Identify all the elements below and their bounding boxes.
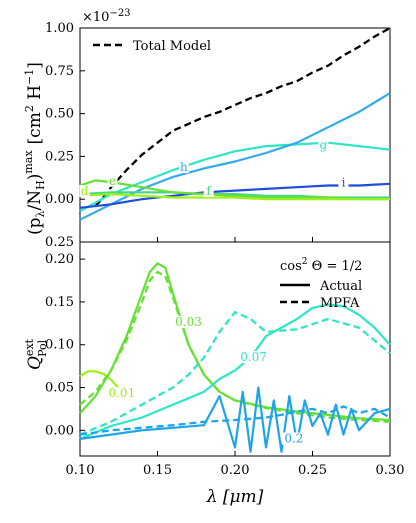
x-tick-label: 0.15 bbox=[143, 463, 172, 478]
bottom-series-0-2 bbox=[79, 386, 391, 453]
curve-label-f: f bbox=[206, 184, 212, 198]
curve-label-i: i bbox=[342, 176, 346, 190]
bottom-y-tick-label: 0.15 bbox=[45, 295, 74, 310]
legend-label-actual: Actual bbox=[319, 279, 362, 294]
top-series-i bbox=[79, 182, 391, 209]
curve-label-bg bbox=[79, 185, 90, 198]
cos-theta-annotation: cos2 Θ = 1/2 bbox=[280, 257, 362, 274]
curve-label-g: g bbox=[320, 138, 328, 152]
curve-label-bg bbox=[178, 161, 189, 174]
x-tick-label: 0.30 bbox=[376, 463, 405, 478]
bottom-y-tick-label: 0.10 bbox=[45, 338, 74, 353]
bottom-y-tick-label: 0.05 bbox=[45, 381, 74, 396]
curve-label-bg bbox=[109, 387, 134, 400]
top-panel-frame bbox=[79, 27, 391, 243]
x-axis-label: λ [μm] bbox=[206, 487, 264, 507]
curve-label-bg bbox=[338, 176, 349, 189]
curve-label-bg bbox=[281, 432, 306, 445]
x-tick-label: 0.10 bbox=[66, 463, 95, 478]
top-y-tick-label: 0.00 bbox=[45, 192, 74, 207]
curve-label-0-07: 0.07 bbox=[240, 350, 267, 364]
bottom-series-0-07 bbox=[79, 303, 391, 440]
legend-label-total-model: Total Model bbox=[133, 39, 211, 54]
curve-label-0-01: 0.01 bbox=[108, 386, 135, 400]
curve-label-bg bbox=[176, 316, 201, 329]
top-y-tick-label: 0.75 bbox=[45, 64, 74, 79]
x-tick-label: 0.20 bbox=[221, 463, 250, 478]
curve-label-bg bbox=[241, 351, 266, 364]
top-series-h bbox=[79, 92, 391, 221]
bottom-y-tick-label: 0.20 bbox=[45, 252, 74, 267]
top-series-d bbox=[79, 193, 390, 201]
top-legend: Total Model bbox=[93, 39, 211, 54]
bottom-legend: Actual MPFA bbox=[280, 279, 362, 311]
top-series: g h i f e d bbox=[79, 26, 391, 221]
top-y-tick-label: 0.25 bbox=[45, 235, 74, 250]
bottom-series-0-2-mpfa bbox=[79, 405, 391, 436]
bottom-ticks: 0.00 0.05 0.10 0.15 0.20 0.10 0.15 0.20 0.25 0.30 bbox=[45, 252, 404, 478]
top-ticks: 0.25 0.00 0.25 0.50 0.75 1.00 bbox=[45, 21, 391, 250]
top-y-axis-label: (pλ/NH)max[cm2 H−1] bbox=[22, 62, 47, 235]
bottom-panel-frame bbox=[79, 241, 391, 457]
curve-label-h: h bbox=[180, 160, 188, 174]
bottom-series-0-07-mpfa bbox=[79, 311, 391, 436]
curve-label-bg bbox=[203, 185, 214, 198]
curve-label-d: d bbox=[81, 184, 89, 198]
bottom-series: 0.01 0.03 0.07 0.2 bbox=[79, 262, 391, 453]
curve-label-bg bbox=[318, 138, 329, 151]
bottom-series-0-01 bbox=[79, 370, 120, 390]
curve-label-0-2: 0.2 bbox=[284, 431, 303, 445]
x-tick-label: 0.25 bbox=[298, 463, 327, 478]
top-y-tick-label: 0.50 bbox=[45, 107, 74, 122]
top-y-tick-label: 0.25 bbox=[45, 149, 74, 164]
offset-text: ×10−23 bbox=[82, 8, 131, 25]
bottom-y-axis-label: QextPol bbox=[23, 338, 49, 370]
bottom-y-tick-label: 0.00 bbox=[45, 423, 74, 438]
legend-label-mpfa: MPFA bbox=[320, 296, 360, 311]
top-y-tick-label: 1.00 bbox=[45, 21, 74, 36]
top-series-total-model bbox=[94, 26, 391, 207]
curve-label-bg bbox=[107, 174, 118, 187]
curve-label-e: e bbox=[109, 174, 116, 188]
curve-label-0-03: 0.03 bbox=[175, 315, 202, 329]
